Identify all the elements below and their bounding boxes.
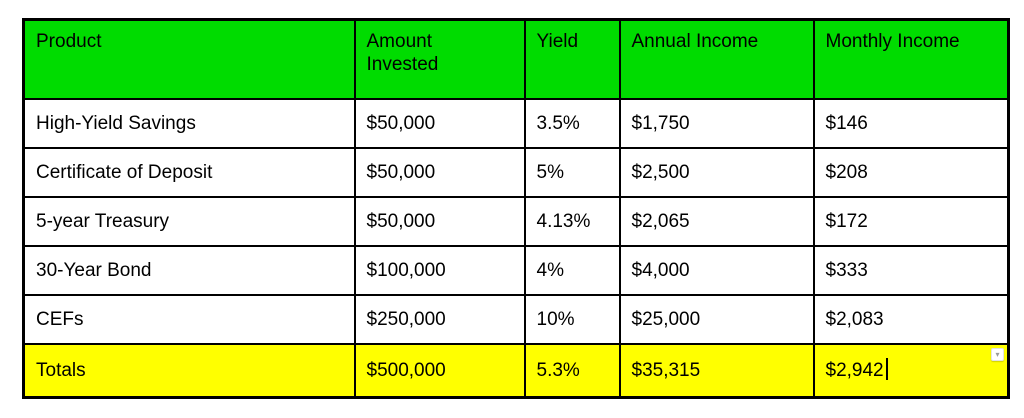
col-header-monthly-income[interactable]: Monthly Income (812, 18, 1010, 100)
table-row-30-year-bond: 30-Year Bond $100,000 4% $4,000 $333 (22, 244, 1010, 296)
cell-totals-amount[interactable]: $500,000 (353, 342, 526, 399)
table-row-certificate-of-deposit: Certificate of Deposit $50,000 5% $2,500… (22, 146, 1010, 198)
cell-product[interactable]: CEFs (22, 293, 356, 345)
table-totals-row: Totals $500,000 5.3% $35,315 $2,942 ▾ (22, 342, 1010, 399)
cell-totals-label[interactable]: Totals (22, 342, 356, 399)
cell-yield[interactable]: 4% (523, 244, 621, 296)
cell-amount[interactable]: $250,000 (353, 293, 526, 345)
cell-totals-yield[interactable]: 5.3% (523, 342, 621, 399)
cell-amount[interactable]: $50,000 (353, 146, 526, 198)
cell-yield[interactable]: 3.5% (523, 97, 621, 149)
cell-monthly-income[interactable]: $208 (812, 146, 1010, 198)
cell-amount[interactable]: $100,000 (353, 244, 526, 296)
cell-product[interactable]: High-Yield Savings (22, 97, 356, 149)
table-row-high-yield-savings: High-Yield Savings $50,000 3.5% $1,750 $… (22, 97, 1010, 149)
cell-annual-income[interactable]: $2,065 (618, 195, 815, 247)
cell-totals-annual-income[interactable]: $35,315 (618, 342, 815, 399)
investment-income-table: Product Amount Invested Yield Annual Inc… (22, 18, 1010, 399)
cell-yield[interactable]: 10% (523, 293, 621, 345)
cell-amount[interactable]: $50,000 (353, 97, 526, 149)
cell-yield[interactable]: 4.13% (523, 195, 621, 247)
cell-annual-income[interactable]: $1,750 (618, 97, 815, 149)
cell-annual-income[interactable]: $2,500 (618, 146, 815, 198)
cell-product[interactable]: 30-Year Bond (22, 244, 356, 296)
cell-yield[interactable]: 5% (523, 146, 621, 198)
cell-monthly-income[interactable]: $172 (812, 195, 1010, 247)
col-header-yield[interactable]: Yield (523, 18, 621, 100)
cell-amount[interactable]: $50,000 (353, 195, 526, 247)
cell-totals-monthly-income[interactable]: $2,942 ▾ (812, 342, 1010, 399)
text-cursor (885, 358, 888, 381)
totals-monthly-income-value: $2,942 (825, 360, 884, 382)
col-header-annual-income[interactable]: Annual Income (618, 18, 815, 100)
table-row-cefs: CEFs $250,000 10% $25,000 $2,083 (22, 293, 1010, 345)
cell-annual-income[interactable]: $25,000 (618, 293, 815, 345)
col-header-product[interactable]: Product (22, 18, 356, 100)
table-row-5-year-treasury: 5-year Treasury $50,000 4.13% $2,065 $17… (22, 195, 1010, 247)
cell-monthly-income[interactable]: $2,083 (812, 293, 1010, 345)
table-header-row: Product Amount Invested Yield Annual Inc… (22, 18, 1010, 100)
chevron-down-icon[interactable]: ▾ (991, 347, 1004, 361)
cell-monthly-income[interactable]: $146 (812, 97, 1010, 149)
cell-product[interactable]: Certificate of Deposit (22, 146, 356, 198)
col-header-amount-invested[interactable]: Amount Invested (353, 18, 526, 100)
cell-product[interactable]: 5-year Treasury (22, 195, 356, 247)
cell-monthly-income[interactable]: $333 (812, 244, 1010, 296)
cell-annual-income[interactable]: $4,000 (618, 244, 815, 296)
